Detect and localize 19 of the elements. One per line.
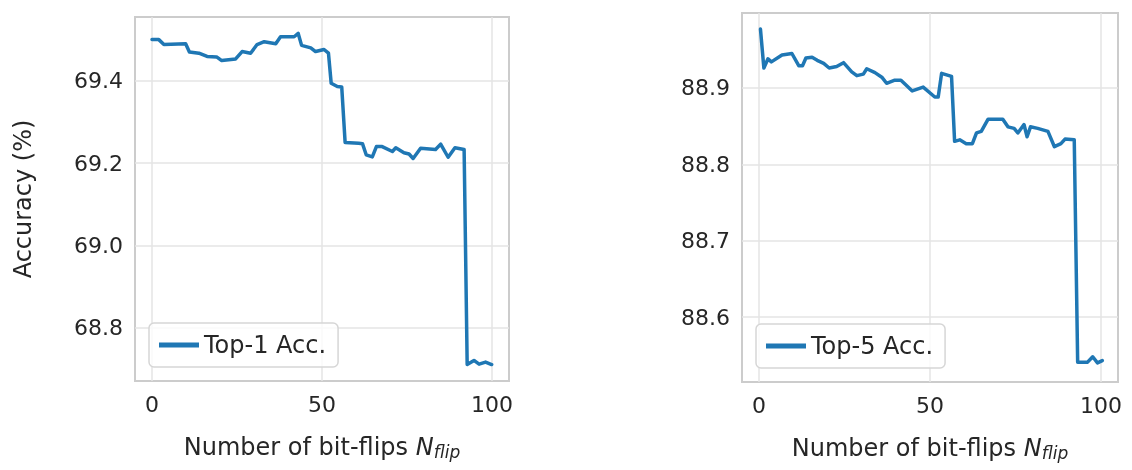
x-tick-label: 0 xyxy=(145,391,159,417)
line-series xyxy=(758,27,1105,365)
x-tick-label: 0 xyxy=(752,392,767,418)
y-tick-label: 69.2 xyxy=(74,150,123,176)
y-tick-label: 88.6 xyxy=(681,304,730,330)
x-tick-label: 100 xyxy=(471,391,513,417)
x-tick-label: 100 xyxy=(1079,392,1122,418)
x-tick-label: 50 xyxy=(308,391,336,417)
y-tick-label: 88.9 xyxy=(681,75,730,101)
y-tick-label: 88.7 xyxy=(681,228,730,254)
y-tick-label: 69.4 xyxy=(74,68,123,94)
y-axis-title: Accuracy (%) xyxy=(9,119,37,279)
legend-label: Top-1 Acc. xyxy=(203,331,327,359)
y-tick-label: 69.0 xyxy=(74,232,123,258)
line-series xyxy=(150,31,494,367)
y-tick-label: 88.8 xyxy=(681,151,730,177)
legend-label: Top-5 Acc. xyxy=(810,332,934,360)
x-tick-label: 50 xyxy=(916,392,944,418)
y-tick-label: 68.8 xyxy=(74,315,123,341)
